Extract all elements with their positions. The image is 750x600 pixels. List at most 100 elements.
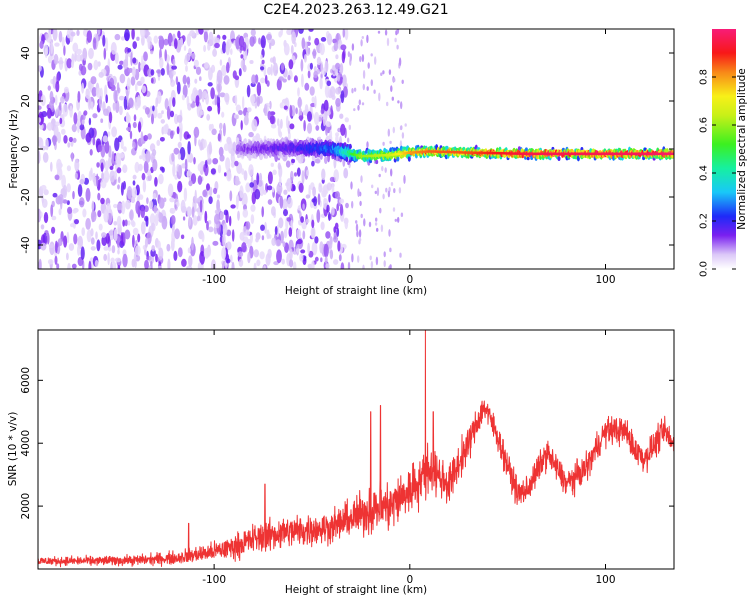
noise-speck xyxy=(43,212,49,224)
noise-speck xyxy=(111,151,115,165)
noise-speck xyxy=(132,57,137,64)
noise-speck xyxy=(366,34,369,44)
noise-speck xyxy=(249,60,254,64)
noise-speck xyxy=(237,210,240,221)
noise-speck xyxy=(97,210,102,218)
noise-speck xyxy=(279,195,284,209)
noise-speck xyxy=(160,68,165,76)
noise-speck xyxy=(54,255,58,265)
noise-speck xyxy=(97,29,101,36)
noise-speck xyxy=(199,199,203,213)
noise-speck xyxy=(289,259,294,268)
noise-speck xyxy=(314,95,317,109)
noise-speck xyxy=(172,58,176,67)
noise-speck xyxy=(155,97,159,108)
noise-speck xyxy=(103,170,110,183)
noise-speck xyxy=(113,89,118,103)
noise-speck xyxy=(384,167,387,173)
noise-speck xyxy=(369,255,372,261)
noise-speck xyxy=(326,204,330,213)
noise-speck xyxy=(182,84,188,98)
noise-speck xyxy=(340,123,346,136)
noise-speck xyxy=(132,174,137,180)
noise-speck xyxy=(243,170,248,181)
noise-speck xyxy=(90,101,94,110)
noise-speck xyxy=(311,160,315,167)
noise-speck xyxy=(203,247,210,259)
noise-speck xyxy=(117,184,120,190)
noise-speck xyxy=(392,207,396,212)
noise-speck xyxy=(113,170,117,180)
noise-speck xyxy=(110,42,117,55)
noise-speck xyxy=(54,94,58,106)
noise-speck xyxy=(141,55,144,68)
noise-speck xyxy=(167,183,174,197)
noise-speck xyxy=(208,67,213,81)
noise-speck xyxy=(318,183,323,193)
noise-speck xyxy=(199,251,206,265)
noise-speck xyxy=(139,155,143,160)
noise-speck xyxy=(122,180,126,190)
signal-cell xyxy=(642,156,646,161)
noise-speck xyxy=(203,30,208,43)
signal-cell xyxy=(392,147,396,152)
noise-speck xyxy=(130,76,136,86)
noise-speck xyxy=(230,254,233,264)
noise-speck xyxy=(351,253,354,263)
noise-speck xyxy=(70,31,76,37)
noise-speck xyxy=(296,238,303,245)
noise-speck xyxy=(251,74,256,85)
noise-speck xyxy=(181,258,187,267)
noise-speck xyxy=(101,232,107,238)
noise-speck xyxy=(116,215,122,228)
noise-speck xyxy=(331,94,336,100)
noise-speck xyxy=(103,246,109,251)
noise-speck xyxy=(55,80,60,93)
noise-speck xyxy=(97,144,103,152)
noise-speck xyxy=(214,37,220,44)
noise-speck xyxy=(330,105,333,114)
noise-speck xyxy=(340,262,345,269)
noise-speck xyxy=(355,220,358,224)
noise-speck xyxy=(161,167,165,173)
noise-speck xyxy=(279,102,284,109)
noise-speck xyxy=(124,219,128,227)
noise-speck xyxy=(219,154,225,162)
noise-speck xyxy=(141,35,145,46)
noise-speck xyxy=(58,194,64,205)
noise-speck xyxy=(368,221,372,228)
noise-speck xyxy=(326,182,332,191)
noise-speck xyxy=(272,169,277,176)
noise-speck xyxy=(335,54,339,60)
noise-speck xyxy=(40,224,45,230)
noise-speck xyxy=(271,206,276,216)
noise-speck xyxy=(265,253,271,266)
noise-speck xyxy=(394,37,397,43)
noise-speck xyxy=(48,100,54,111)
noise-speck xyxy=(274,226,278,235)
noise-speck xyxy=(92,113,98,119)
noise-speck xyxy=(137,121,142,133)
noise-speck xyxy=(304,82,310,91)
noise-speck xyxy=(393,188,396,194)
noise-speck xyxy=(114,52,119,64)
noise-speck xyxy=(347,261,351,269)
noise-speck xyxy=(226,241,232,250)
noise-speck xyxy=(172,97,176,108)
noise-speck xyxy=(235,114,239,120)
noise-speck xyxy=(40,94,46,107)
noise-speck xyxy=(332,38,337,44)
noise-speck xyxy=(222,41,227,54)
noise-speck xyxy=(314,158,321,164)
noise-speck xyxy=(298,182,304,193)
x-tick-label: 0 xyxy=(406,274,413,286)
noise-speck xyxy=(102,34,106,47)
noise-speck xyxy=(116,82,120,93)
noise-speck xyxy=(137,95,141,107)
noise-speck xyxy=(313,70,318,79)
noise-speck xyxy=(276,78,282,91)
noise-speck xyxy=(152,149,157,157)
noise-speck xyxy=(191,236,194,251)
noise-speck xyxy=(157,240,161,251)
noise-speck xyxy=(221,111,225,118)
